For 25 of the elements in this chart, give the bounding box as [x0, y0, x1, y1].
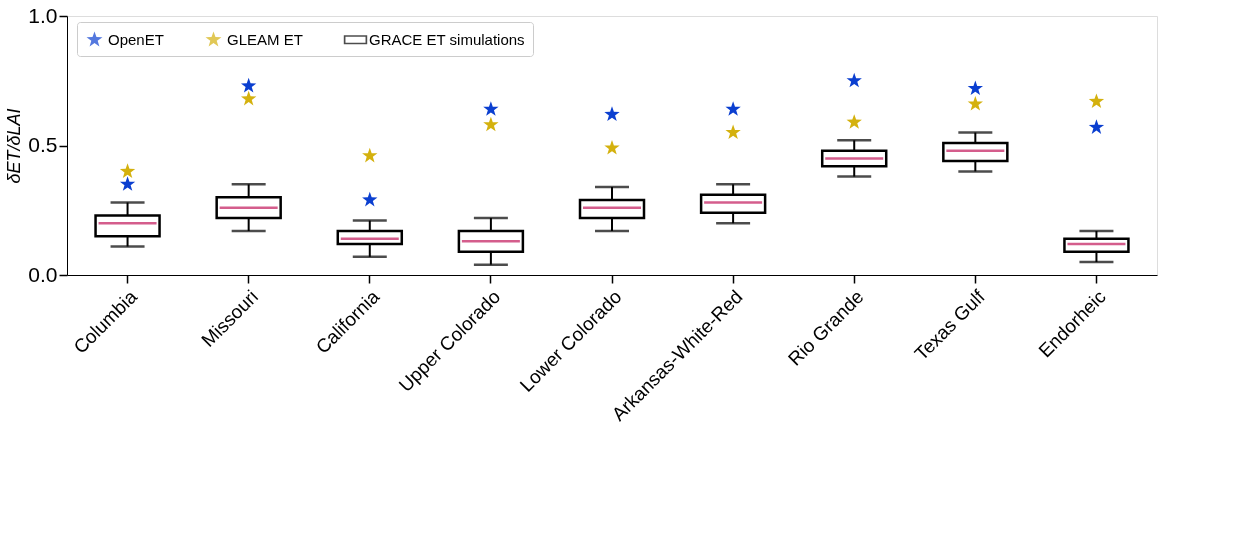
- point: [846, 114, 862, 129]
- point: [725, 124, 741, 140]
- point: [241, 90, 257, 106]
- point: [967, 96, 983, 111]
- point: [604, 140, 620, 155]
- y-axis-title: δET/δLAI: [4, 108, 25, 184]
- point: [119, 176, 136, 191]
- y-tick-label: 1.0: [28, 3, 58, 27]
- point: [241, 77, 257, 93]
- point: [362, 147, 378, 163]
- point: [967, 80, 983, 96]
- point: [483, 101, 499, 116]
- y-tick-label: 0.0: [28, 262, 58, 286]
- point: [362, 191, 378, 207]
- y-tick-label: 0.5: [28, 133, 58, 156]
- legend-label: OpenET: [108, 30, 164, 48]
- legend-label: GRACE ET simulations: [369, 30, 525, 48]
- point: [119, 163, 136, 178]
- legend-label: GLEAM ET: [227, 30, 303, 48]
- point: [604, 106, 620, 121]
- point: [846, 72, 862, 88]
- point: [1088, 119, 1105, 134]
- point: [725, 101, 741, 116]
- point: [1088, 93, 1105, 108]
- point: [483, 116, 499, 132]
